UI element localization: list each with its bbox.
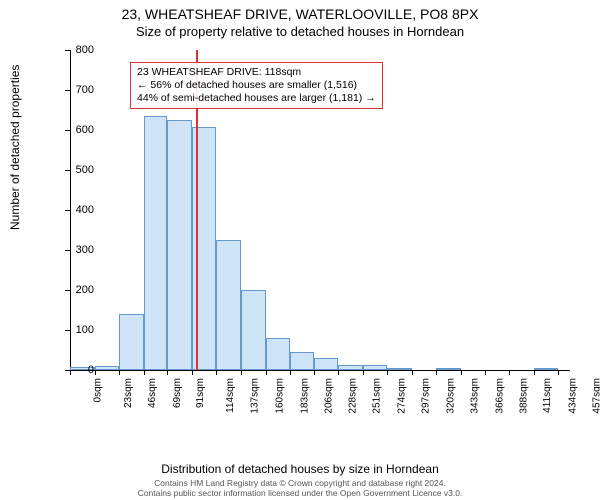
y-tick-label: 400 [76,204,94,216]
histogram-bar [363,365,388,370]
histogram-bar [290,352,314,370]
y-tick-label: 300 [76,244,94,256]
histogram-bar [95,366,120,370]
y-tick-label: 700 [76,84,94,96]
y-axis-label: Number of detached properties [8,65,22,230]
histogram-bar [266,338,291,370]
x-tick-label: 183sqm [299,378,310,414]
x-axis-label: Distribution of detached houses by size … [0,462,600,476]
x-tick-label: 0sqm [92,378,103,402]
y-tick-label: 0 [88,364,94,376]
x-tick-label: 297sqm [421,378,432,414]
y-tick-label: 500 [76,164,94,176]
info-box: 23 WHEATSHEAF DRIVE: 118sqm← 56% of deta… [130,62,383,109]
chart-area: 0sqm 23sqm 46sqm 69sqm 91sqm 114sqm 137sqm 160s… [70,50,570,420]
x-tick-label: 320sqm [445,378,456,414]
x-tick-label: 206sqm [324,378,335,414]
page-subtitle: Size of property relative to detached ho… [0,22,600,39]
histogram-bar [119,314,144,370]
footer-line-2: Contains public sector information licen… [0,488,600,498]
x-tick-label: 91sqm [195,378,206,408]
y-tick-label: 600 [76,124,94,136]
x-tick-label: 457sqm [592,378,600,414]
footer-line-1: Contains HM Land Registry data © Crown c… [0,478,600,488]
y-tick-label: 800 [76,44,94,56]
footer-attribution: Contains HM Land Registry data © Crown c… [0,478,600,498]
x-tick-label: 434sqm [567,378,578,414]
histogram-bar [314,358,339,370]
histogram-bar [436,368,461,370]
histogram-bar [167,120,192,370]
x-tick-label: 23sqm [123,378,134,408]
x-tick-label: 343sqm [470,378,481,414]
x-tick-label: 274sqm [396,378,407,414]
histogram-bar [144,116,168,370]
y-tick-label: 200 [76,284,94,296]
histogram-bar [216,240,241,370]
page-title: 23, WHEATSHEAF DRIVE, WATERLOOVILLE, PO8… [0,0,600,22]
x-tick-label: 388sqm [518,378,529,414]
x-tick-label: 228sqm [347,378,358,414]
x-tick-label: 69sqm [172,378,183,408]
info-box-line-2: ← 56% of detached houses are smaller (1,… [137,79,376,92]
x-tick-label: 366sqm [495,378,506,414]
x-tick-label: 160sqm [275,378,286,414]
x-tick-label: 114sqm [225,378,236,413]
histogram-bar [338,365,363,370]
x-tick-label: 137sqm [250,378,261,414]
info-box-line-3: 44% of semi-detached houses are larger (… [137,92,376,105]
x-tick-label: 411sqm [542,378,553,413]
histogram-bar [534,368,559,370]
histogram-bar [241,290,266,370]
histogram-bar [387,368,412,370]
plot-region: 0sqm 23sqm 46sqm 69sqm 91sqm 114sqm 137sqm 160s… [70,50,570,420]
x-tick-label: 46sqm [147,378,158,408]
x-tick-label: 251sqm [372,378,383,414]
y-tick-label: 100 [76,324,94,336]
info-box-line-1: 23 WHEATSHEAF DRIVE: 118sqm [137,66,376,79]
